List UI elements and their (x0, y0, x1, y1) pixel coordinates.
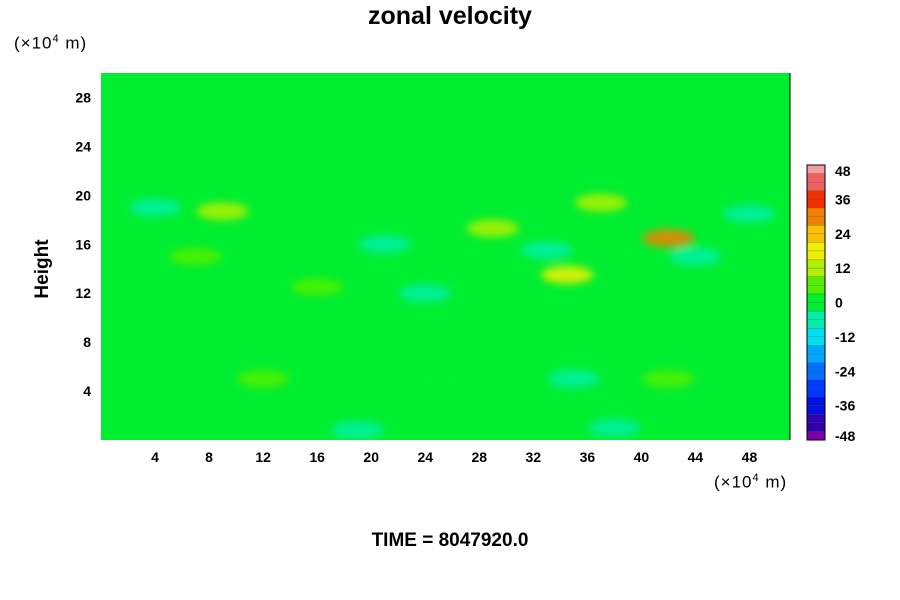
velocity-feature (642, 229, 695, 248)
colorbar-tick-label: -48 (835, 428, 855, 444)
chart-title: zonal velocity (368, 2, 532, 30)
time-label: TIME = 8047920.0 (371, 530, 529, 551)
colorbar-tick-label: -36 (835, 398, 855, 414)
velocity-feature (129, 198, 182, 217)
x-tick-label: 44 (688, 449, 704, 465)
colorbar-segment (806, 242, 826, 252)
colorbar-segment (806, 328, 826, 338)
colorbar-segment (806, 310, 826, 321)
colorbar-segment (806, 345, 826, 355)
colorbar-segment (806, 267, 826, 278)
colorbar-segment (806, 233, 826, 243)
colorbar-segment (806, 414, 826, 424)
colorbar-segment (806, 276, 826, 286)
y-tick-label: 28 (75, 89, 91, 105)
colorbar-segment (806, 250, 826, 260)
colorbar-segment (806, 431, 826, 441)
y-tick-label: 12 (75, 285, 91, 301)
colorbar-segment (806, 362, 826, 372)
y-tick-label: 8 (83, 334, 91, 350)
y-tick-label: 16 (75, 236, 91, 252)
colorbar-segment (806, 182, 826, 192)
colorbar-tick-label: 12 (835, 260, 851, 276)
velocity-feature (196, 202, 249, 221)
colorbar-segment (806, 173, 826, 183)
velocity-feature (412, 369, 465, 388)
colorbar-segment (806, 319, 826, 329)
x-tick-label: 24 (417, 449, 433, 465)
colorbar-segment (806, 302, 826, 312)
colorbar-segment (806, 199, 826, 209)
velocity-feature (642, 369, 695, 388)
velocity-feature (541, 265, 594, 284)
velocity-feature (399, 284, 452, 303)
colorbar-segment (806, 285, 826, 295)
colorbar-segment (806, 371, 826, 381)
colorbar-segment (806, 225, 826, 235)
colorbar-segment (806, 405, 826, 415)
colorbar-segment (806, 379, 826, 389)
colorbar-segment (806, 396, 826, 407)
colorbar-segment (806, 336, 826, 346)
colorbar-segment (806, 388, 826, 398)
colorbar-segment (806, 164, 826, 175)
y-axis-unit: (×104 m) (14, 33, 88, 53)
velocity-feature (588, 418, 641, 437)
x-tick-label: 40 (634, 449, 650, 465)
colorbar-tick-label: -12 (835, 329, 855, 345)
colorbar-tick-label: 24 (835, 226, 851, 242)
x-tick-label: 32 (526, 449, 542, 465)
colorbar-frame (806, 164, 826, 441)
velocity-feature (358, 235, 411, 254)
y-tick-label: 20 (75, 187, 91, 203)
y-tick-label: 24 (75, 138, 91, 154)
colorbar-segment (806, 207, 826, 218)
velocity-feature (169, 247, 222, 266)
velocity-feature (547, 369, 600, 388)
x-tick-label: 36 (580, 449, 596, 465)
colorbar-segment (806, 190, 826, 200)
velocity-feature (237, 369, 290, 388)
y-tick-label: 4 (83, 383, 91, 399)
velocity-feature (723, 204, 776, 223)
velocity-feature (669, 247, 722, 266)
colorbar-tick-label: 36 (835, 191, 851, 207)
x-tick-label: 16 (309, 449, 325, 465)
colorbar-tick-label: -24 (835, 363, 855, 379)
velocity-feature (520, 241, 573, 260)
x-axis-unit: (×104 m) (714, 472, 788, 492)
colorbar-segment (806, 422, 826, 432)
x-tick-label: 20 (363, 449, 379, 465)
colorbar-segment (806, 259, 826, 269)
colorbar-tick-label: 0 (835, 295, 843, 311)
x-tick-label: 8 (205, 449, 213, 465)
velocity-feature (574, 193, 627, 212)
colorbar-tick-label: 48 (835, 163, 851, 179)
velocity-feature (331, 421, 384, 440)
velocity-feature (466, 219, 519, 238)
x-tick-label: 12 (255, 449, 271, 465)
velocity-feature (291, 278, 344, 297)
x-tick-label: 48 (742, 449, 758, 465)
x-tick-label: 4 (151, 449, 159, 465)
colorbar-segment (806, 353, 826, 364)
x-tick-label: 28 (471, 449, 487, 465)
colorbar-segment (806, 216, 826, 226)
colorbar-segment (806, 293, 826, 303)
